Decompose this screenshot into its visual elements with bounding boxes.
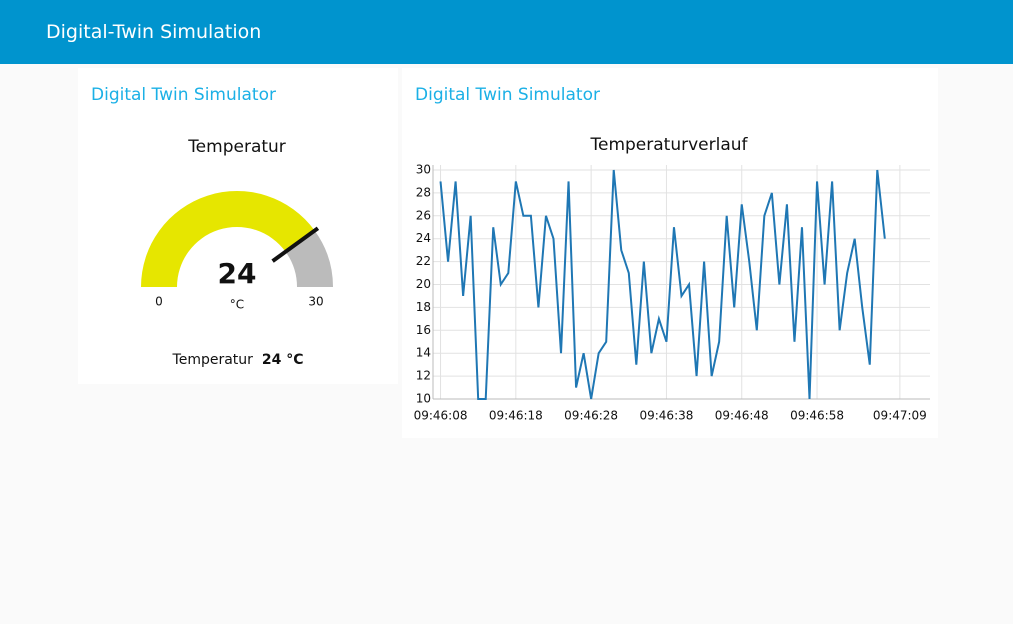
- header: Digital-Twin Simulation: [0, 0, 1013, 64]
- y-tick-label: 14: [416, 346, 431, 360]
- y-tick-label: 28: [416, 185, 431, 199]
- y-tick-label: 16: [416, 323, 431, 337]
- gauge-value: 24: [218, 257, 257, 290]
- y-tick-label: 22: [416, 254, 431, 268]
- gauge-unit: °C: [230, 298, 244, 312]
- gauge-title: Temperatur: [187, 137, 286, 157]
- y-tick-label: 24: [416, 231, 431, 245]
- x-tick-label: 09:46:28: [564, 409, 618, 423]
- text-value: 24: [261, 352, 282, 368]
- line-series: [439, 169, 886, 400]
- x-tick-label: 09:47:09: [873, 409, 927, 423]
- gauge-needle: [271, 226, 320, 263]
- x-tick-label: 09:46:38: [639, 409, 693, 423]
- y-tick-label: 12: [416, 369, 431, 383]
- y-tick-label: 18: [416, 300, 431, 314]
- card-title: Digital Twin Simulator: [91, 85, 276, 105]
- header-title: Digital-Twin Simulation: [46, 21, 262, 43]
- gauge-max: 30: [308, 295, 323, 309]
- y-tick-label: 26: [416, 208, 431, 222]
- y-tick-label: 10: [416, 392, 431, 406]
- x-tick-label: 09:46:58: [790, 409, 844, 423]
- x-tick-label: 09:46:48: [715, 409, 769, 423]
- text-unit: °C: [286, 352, 304, 368]
- text-label: Temperatur: [172, 352, 253, 368]
- y-tick-label: 30: [416, 163, 431, 177]
- gauge-text: Temperatur 24 °C: [78, 352, 398, 368]
- x-tick-label: 09:46:18: [489, 409, 543, 423]
- chart-title: Temperaturverlauf: [589, 135, 748, 155]
- y-tick-label: 20: [416, 277, 431, 291]
- card-title: Digital Twin Simulator: [415, 85, 600, 105]
- gauge-min: 0: [155, 295, 163, 309]
- x-tick-label: 09:46:08: [414, 409, 468, 423]
- gauge-value-arc: [141, 191, 315, 287]
